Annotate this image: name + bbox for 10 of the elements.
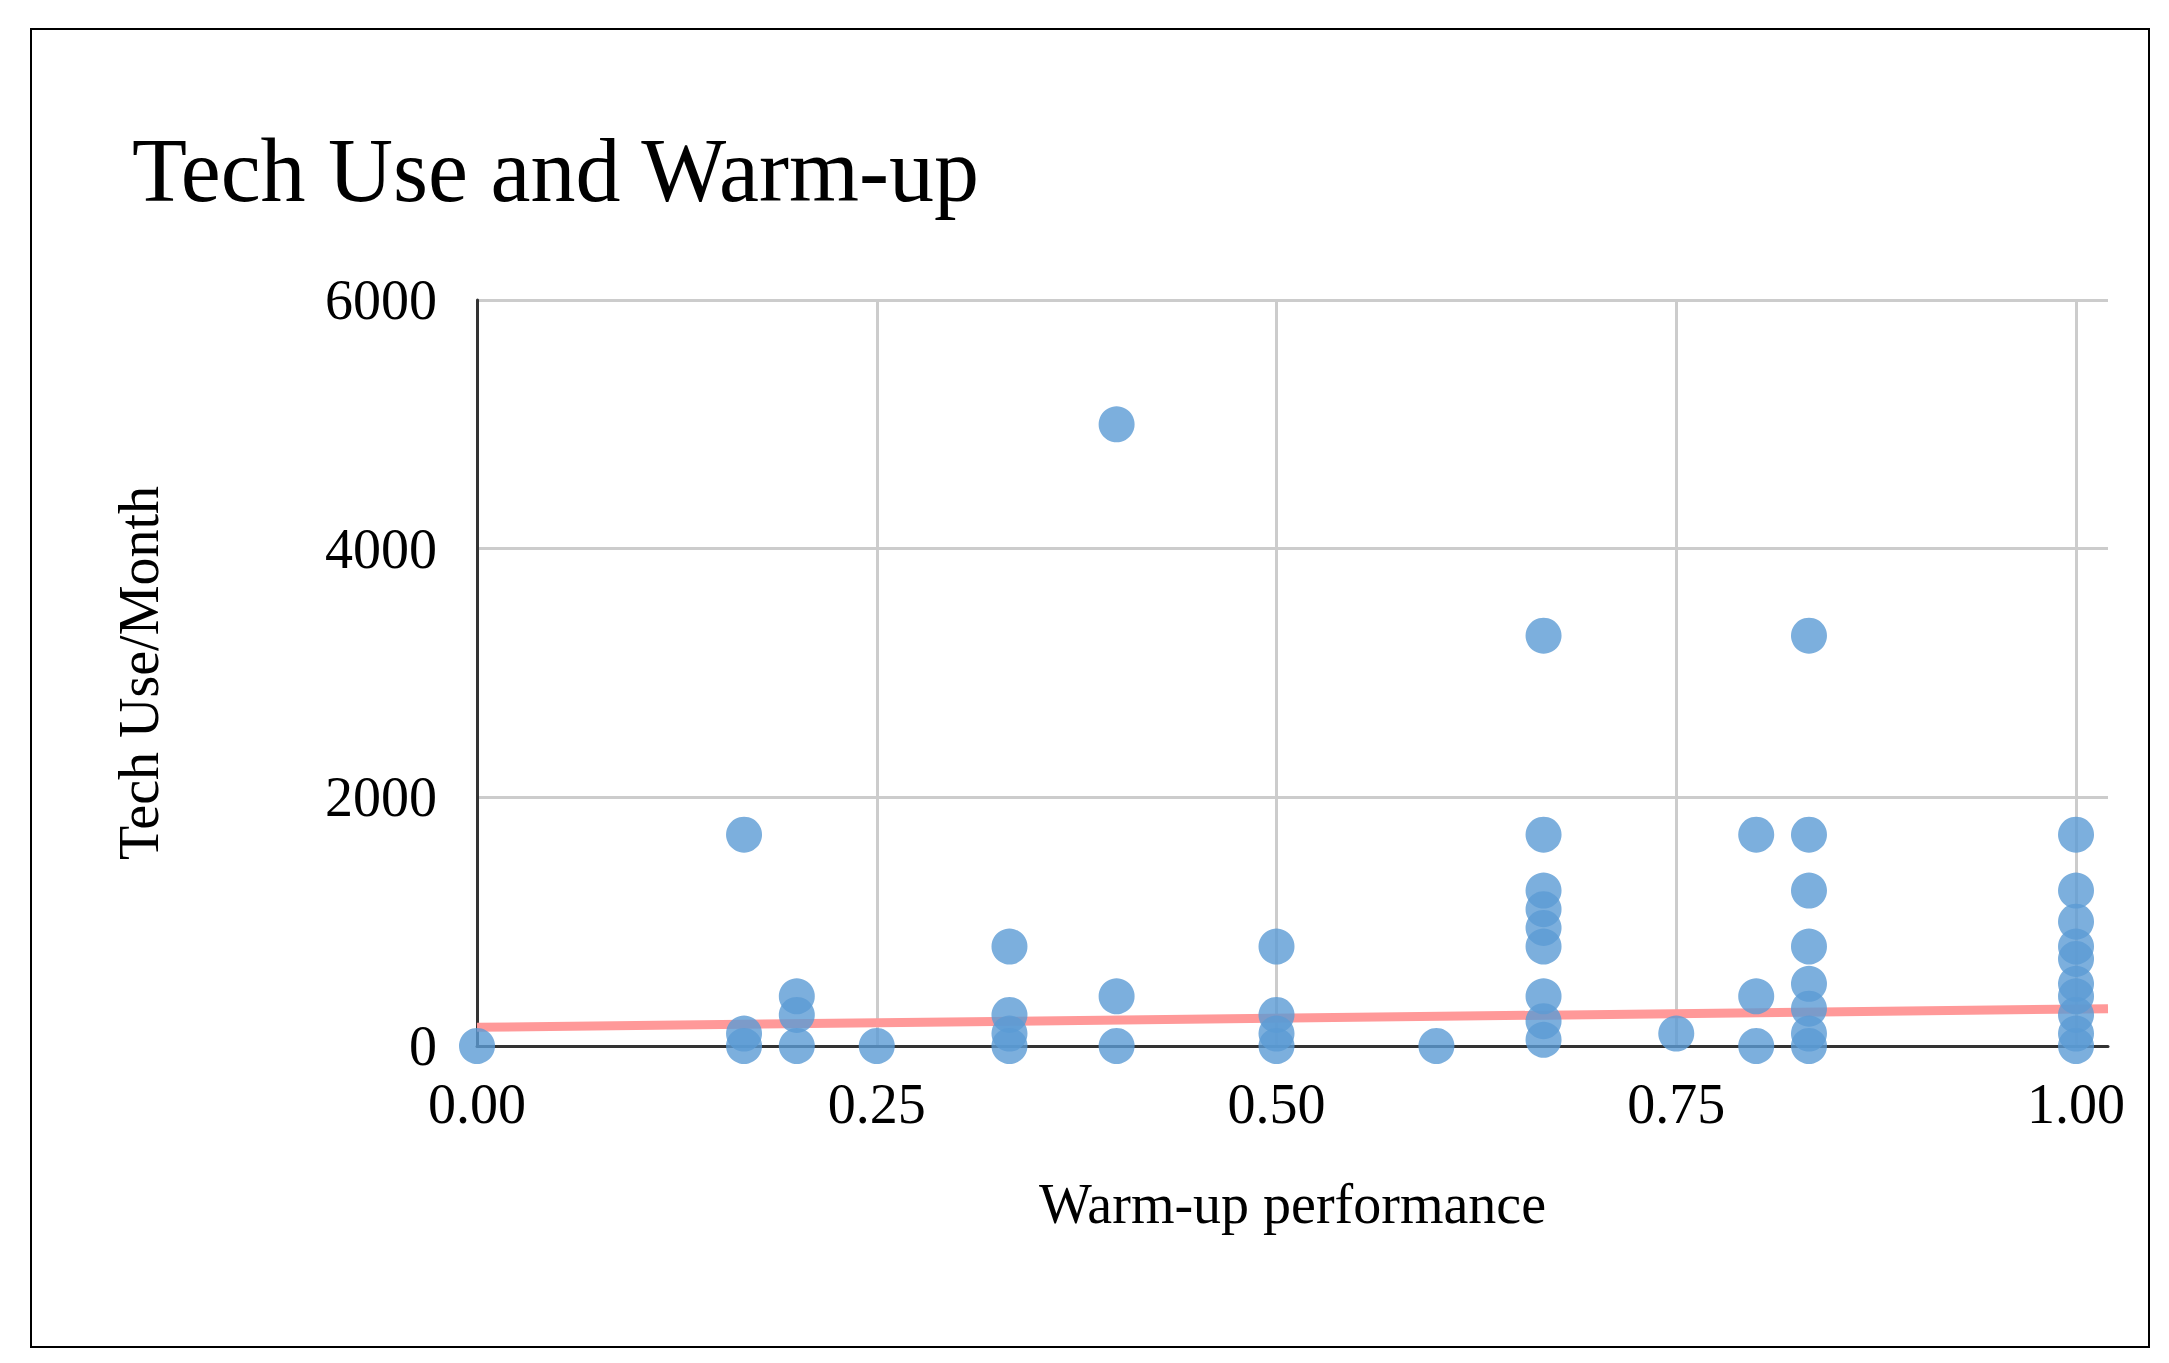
y-axis-title: Tech Use/Month xyxy=(108,485,170,861)
x-axis-title: Warm-up performance xyxy=(1038,1173,1547,1235)
x-tick-label: 0.25 xyxy=(827,1073,926,1135)
chart-title: Tech Use and Warm-up xyxy=(132,120,980,220)
y-tick-label: 4000 xyxy=(325,517,437,580)
y-tick-label: 6000 xyxy=(325,269,437,331)
x-tick-label: 0.75 xyxy=(1627,1073,1726,1135)
x-tick-label: 1.00 xyxy=(2027,1073,2126,1135)
y-tick-label: 2000 xyxy=(325,766,437,829)
x-tick-label: 0.50 xyxy=(1227,1073,1326,1135)
